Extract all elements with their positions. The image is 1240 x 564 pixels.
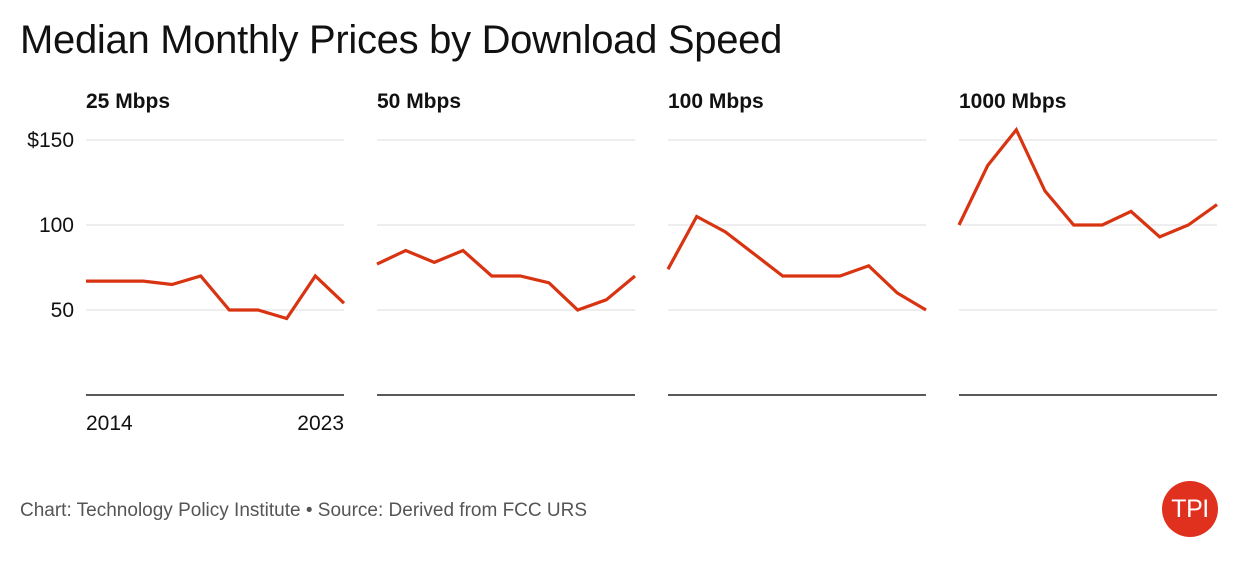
logo-text: TPI bbox=[1171, 494, 1209, 523]
small-multiples-chart: 25 Mbps 50 Mbps 100 Mbps 1000 Mbps 50 100 $150… bbox=[27, 90, 1218, 435]
panel-title: 1000 Mbps bbox=[959, 90, 1066, 113]
chart-title: Median Monthly Prices by Download Speed bbox=[20, 18, 783, 62]
x-tick-label: 2014 bbox=[86, 412, 133, 435]
y-tick-label: 50 bbox=[51, 299, 74, 322]
source-note: Chart: Technology Policy Institute • Sou… bbox=[20, 500, 588, 521]
series-line bbox=[957, 126, 1218, 239]
tpi-logo: TPI bbox=[1162, 481, 1218, 537]
panel-title: 50 Mbps bbox=[377, 90, 461, 113]
panel-title: 100 Mbps bbox=[668, 90, 764, 113]
series-line bbox=[666, 214, 927, 312]
series-line bbox=[86, 273, 346, 321]
x-tick-label: 2023 bbox=[297, 412, 344, 435]
panel-title: 25 Mbps bbox=[86, 90, 170, 113]
series-line bbox=[376, 248, 637, 312]
y-tick-label: 100 bbox=[39, 214, 74, 237]
y-tick-label: $150 bbox=[27, 129, 74, 152]
